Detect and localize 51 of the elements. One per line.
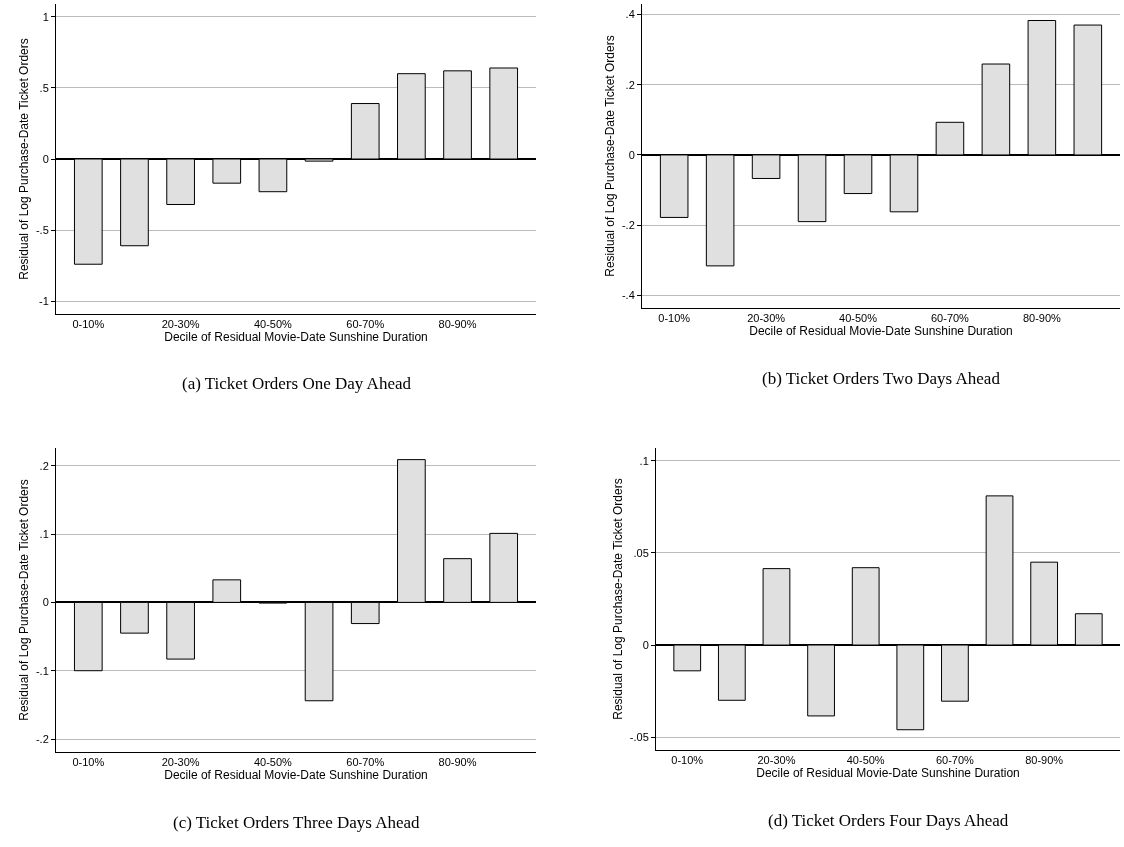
x-axis-title: Decile of Residual Movie-Date Sunshine Duration: [756, 766, 1020, 781]
y-tick-label: .1: [39, 527, 49, 540]
x-tick-label: 60-70%: [930, 312, 970, 325]
x-tick-label: 80-90%: [1022, 312, 1062, 325]
text: (c) Ticket Orders Three Days Ahead: [173, 813, 421, 832]
x-axis-title: Decile of Residual Movie-Date Sunshine Duration: [164, 768, 428, 783]
x-tick-label: 20-30%: [161, 318, 200, 331]
x-tick-label: 40-50%: [839, 312, 878, 325]
x-axis-title: Decile of Residual Movie-Date Sunshine Duration: [749, 324, 1013, 339]
y-tick-label: 0: [628, 148, 635, 161]
y-tick-label: .4: [625, 8, 635, 21]
x-tick-label: 40-50%: [846, 754, 885, 767]
y-tick-label: -.4: [621, 289, 635, 302]
y-axis-title: Residual of Log Purchase-Date Ticket Orders: [611, 478, 626, 720]
y-tick-label: .05: [633, 546, 649, 559]
x-tick-label: 0-10%: [671, 754, 704, 767]
y-tick-label: .5: [39, 81, 49, 94]
y-tick-label: 1: [42, 10, 49, 23]
y-axis-title: Residual of Log Purchase-Date Ticket Orders: [603, 35, 618, 277]
y-tick-label: -.2: [621, 219, 635, 231]
text: (a) Ticket Orders One Day Ahead: [182, 374, 412, 393]
x-tick-label: 0-10%: [658, 312, 691, 325]
y-tick-label: -1: [39, 295, 49, 308]
x-tick-label: 20-30%: [747, 312, 786, 325]
x-axis-title: Decile of Residual Movie-Date Sunshine Duration: [164, 330, 428, 345]
x-tick-label: 60-70%: [346, 318, 385, 331]
y-tick-label: 0: [42, 152, 49, 165]
y-tick-label: .2: [625, 78, 635, 91]
y-tick-label: -.1: [35, 664, 49, 677]
y-tick-label: .1: [639, 454, 649, 467]
y-tick-label: .2: [39, 459, 49, 472]
x-tick-label: 40-50%: [253, 756, 293, 769]
x-tick-label: 40-50%: [253, 318, 293, 331]
y-axis-title: Residual of Log Purchase-Date Ticket Orders: [17, 479, 32, 721]
y-tick-label: -.05: [629, 730, 649, 743]
x-tick-label: 80-90%: [1025, 754, 1064, 767]
text: (b) Ticket Orders Two Days Ahead: [762, 369, 1001, 388]
text: (d) Ticket Orders Four Days Ahead: [768, 811, 1009, 830]
x-tick-label: 0-10%: [72, 318, 105, 331]
x-tick-label: 20-30%: [161, 756, 200, 769]
y-tick-label: -.5: [35, 223, 49, 236]
x-tick-label: 20-30%: [757, 754, 796, 767]
y-tick-label: -.2: [35, 732, 49, 745]
x-tick-label: 60-70%: [935, 754, 975, 767]
x-tick-label: 0-10%: [72, 756, 105, 769]
x-tick-label: 80-90%: [438, 756, 477, 769]
y-tick-label: 0: [642, 638, 649, 651]
y-tick-label: 0: [42, 596, 49, 609]
x-tick-label: 80-90%: [438, 318, 477, 331]
x-tick-label: 60-70%: [346, 756, 385, 769]
y-axis-title: Residual of Log Purchase-Date Ticket Orders: [17, 38, 32, 280]
